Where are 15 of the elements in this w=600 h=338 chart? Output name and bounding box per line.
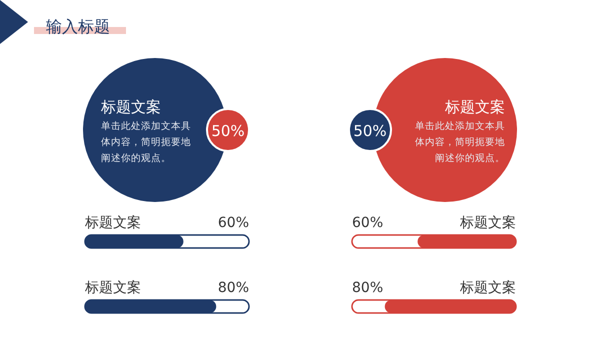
text: 输入标题 [46,17,110,36]
category-label: 标题文案 [85,215,141,231]
category-label: 标题文案 [460,280,516,296]
data-label: 60% [218,215,249,231]
data-label: 80% [352,280,384,296]
text: 单击此处添加文本具体内容，简明扼要地阐述你的观点。 [101,120,191,164]
text: 50% [211,122,245,140]
data-label: 60% [352,215,384,231]
category-label: 标题文案 [85,280,141,296]
text: 单击此处添加文本具体内容，简明扼要地阐述你的观点。 [415,120,505,164]
text: 标题文案 [444,98,505,116]
text: 50% [353,122,387,140]
category-label: 标题文案 [460,215,516,231]
text: 标题文案 [100,98,161,116]
data-label: 80% [218,280,249,296]
